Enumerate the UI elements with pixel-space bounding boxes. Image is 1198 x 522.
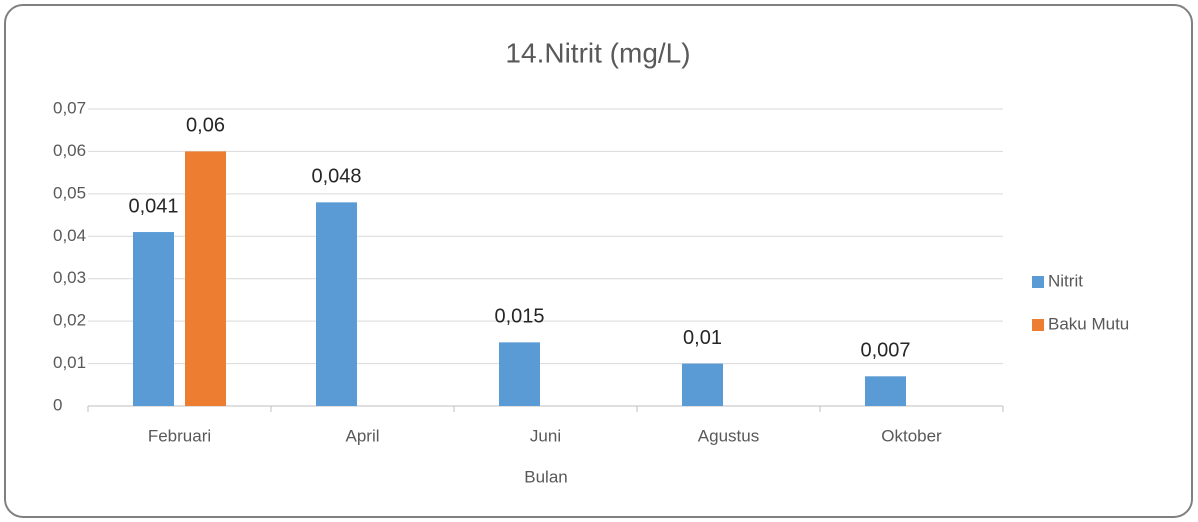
- bar: [682, 363, 723, 406]
- x-axis-title: Bulan: [524, 467, 567, 486]
- bar: [185, 151, 226, 406]
- legend-label: Baku Mutu: [1048, 314, 1129, 333]
- x-tick-label: Oktober: [881, 426, 942, 445]
- x-tick-label: April: [345, 426, 379, 445]
- bar: [316, 202, 357, 406]
- legend-swatch: [1032, 319, 1044, 331]
- legend-swatch: [1032, 276, 1044, 288]
- x-tick-label: Juni: [530, 426, 561, 445]
- legend-label: Nitrit: [1048, 271, 1083, 290]
- chart-title: 14.Nitrit (mg/L): [505, 37, 690, 68]
- data-label: 0,06: [186, 115, 225, 137]
- y-tick-label: 0,03: [53, 268, 86, 287]
- y-tick-label: 0,01: [53, 353, 86, 372]
- x-tick-label: Februari: [148, 426, 211, 445]
- bar: [865, 376, 906, 406]
- y-tick-label: 0,02: [53, 311, 86, 330]
- data-label: 0,048: [311, 166, 361, 188]
- y-tick-label: 0,04: [53, 226, 86, 245]
- data-label: 0,015: [494, 306, 544, 328]
- y-tick-label: 0: [53, 395, 62, 414]
- data-label: 0,01: [683, 327, 722, 349]
- x-tick-label: Agustus: [698, 426, 759, 445]
- bar: [133, 232, 174, 406]
- y-tick-label: 0,05: [53, 183, 86, 202]
- bar: [499, 342, 540, 406]
- y-tick-label: 0,06: [53, 141, 86, 160]
- data-label: 0,041: [128, 195, 178, 217]
- y-tick-label: 0,07: [53, 98, 86, 117]
- data-label: 0,007: [860, 340, 910, 362]
